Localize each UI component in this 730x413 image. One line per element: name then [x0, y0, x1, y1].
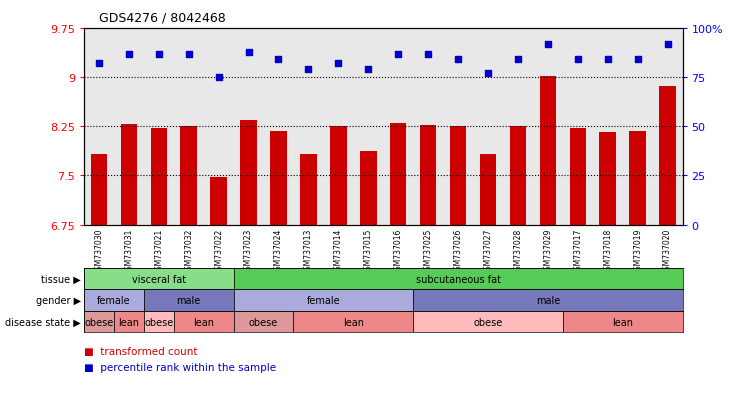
Text: ■  transformed count: ■ transformed count: [84, 346, 197, 356]
Point: [662, 41, 674, 48]
Text: lean: lean: [343, 317, 364, 327]
Point: [242, 49, 255, 56]
Point: [182, 51, 194, 58]
Bar: [234, 290, 413, 311]
Point: [453, 57, 464, 64]
Point: [542, 41, 554, 48]
Point: [93, 61, 105, 68]
Bar: [330, 127, 347, 225]
Text: visceral fat: visceral fat: [131, 274, 186, 284]
Bar: [84, 290, 144, 311]
Point: [363, 67, 374, 74]
Bar: [91, 155, 107, 225]
Bar: [84, 268, 234, 290]
Point: [512, 57, 524, 64]
Text: male: male: [177, 295, 201, 306]
Bar: [599, 132, 616, 225]
Text: ■  percentile rank within the sample: ■ percentile rank within the sample: [84, 363, 276, 373]
Bar: [420, 126, 437, 225]
Bar: [120, 125, 137, 225]
Text: obese: obese: [84, 317, 114, 327]
Bar: [270, 132, 287, 225]
Text: obese: obese: [473, 317, 503, 327]
Bar: [180, 127, 197, 225]
Bar: [413, 311, 563, 332]
Bar: [569, 129, 586, 225]
Point: [273, 57, 285, 64]
Text: tissue ▶: tissue ▶: [41, 274, 81, 284]
Point: [483, 71, 494, 77]
Bar: [563, 311, 683, 332]
Point: [123, 51, 134, 58]
Bar: [450, 127, 466, 225]
Bar: [510, 127, 526, 225]
Bar: [144, 311, 174, 332]
Bar: [114, 311, 144, 332]
Bar: [300, 155, 317, 225]
Bar: [629, 132, 646, 225]
Bar: [210, 177, 227, 225]
Text: lean: lean: [193, 317, 214, 327]
Bar: [174, 311, 234, 332]
Point: [153, 51, 165, 58]
Point: [631, 57, 644, 64]
Bar: [150, 129, 167, 225]
Bar: [293, 311, 413, 332]
Text: male: male: [536, 295, 560, 306]
Text: lean: lean: [612, 317, 633, 327]
Text: gender ▶: gender ▶: [36, 295, 81, 306]
Text: subcutaneous fat: subcutaneous fat: [415, 274, 501, 284]
Bar: [480, 155, 496, 225]
Text: female: female: [307, 295, 340, 306]
Text: female: female: [97, 295, 131, 306]
Point: [393, 51, 404, 58]
Text: GDS4276 / 8042468: GDS4276 / 8042468: [99, 12, 226, 25]
Bar: [84, 311, 114, 332]
Point: [422, 51, 434, 58]
Text: lean: lean: [118, 317, 139, 327]
Point: [213, 75, 225, 81]
Bar: [360, 152, 377, 225]
Point: [572, 57, 584, 64]
Point: [303, 67, 315, 74]
Bar: [240, 121, 257, 225]
Point: [602, 57, 613, 64]
Bar: [390, 124, 407, 225]
Point: [333, 61, 345, 68]
Bar: [659, 86, 676, 225]
Text: obese: obese: [249, 317, 278, 327]
Bar: [234, 268, 683, 290]
Bar: [413, 290, 683, 311]
Text: disease state ▶: disease state ▶: [5, 317, 81, 327]
Bar: [144, 290, 234, 311]
Bar: [539, 77, 556, 225]
Text: obese: obese: [144, 317, 174, 327]
Bar: [234, 311, 293, 332]
